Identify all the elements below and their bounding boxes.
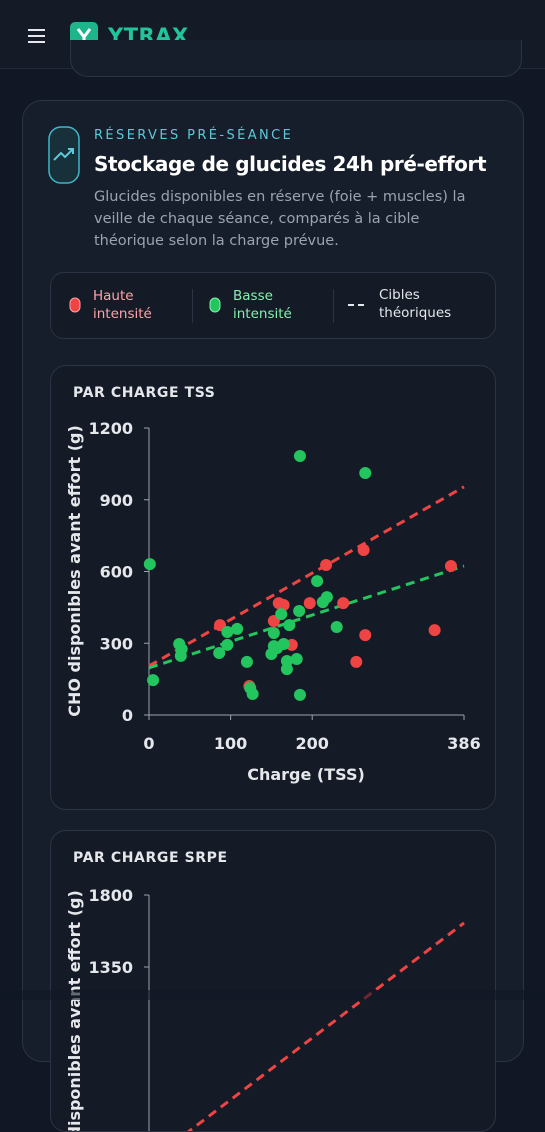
point bbox=[143, 558, 156, 571]
legend: Haute intensité Basse intensité Cibles t… bbox=[50, 272, 496, 339]
point bbox=[357, 543, 370, 556]
x-tick-label: 200 bbox=[296, 734, 329, 753]
target-line bbox=[148, 564, 465, 670]
point bbox=[330, 620, 343, 633]
point bbox=[350, 655, 363, 668]
point bbox=[337, 597, 350, 610]
point bbox=[267, 626, 280, 639]
previous-card bbox=[70, 40, 522, 77]
chart: PAR CHARGE TSS 0 300 600 900 1200 0 100 200 386 Ch… bbox=[50, 365, 496, 810]
card-description: Glucides disponibles en réserve (foie + … bbox=[94, 189, 466, 249]
point bbox=[293, 604, 306, 617]
point bbox=[283, 619, 296, 632]
card-icon bbox=[48, 126, 80, 184]
chart-title: PAR CHARGE SRPE bbox=[73, 850, 228, 866]
point bbox=[174, 649, 187, 662]
point bbox=[316, 596, 329, 609]
point bbox=[240, 655, 253, 668]
target-line bbox=[186, 921, 465, 1131]
point bbox=[147, 674, 160, 687]
y-tick-label: 1200 bbox=[88, 419, 133, 438]
page: YTRAX RÉSERVES PRÉ-SÉANCE Stockage de gl… bbox=[0, 22, 545, 1132]
x-tick-label: 386 bbox=[447, 734, 480, 753]
x-axis-label: Charge (TSS) bbox=[247, 765, 365, 784]
point bbox=[290, 653, 303, 666]
point bbox=[359, 466, 372, 479]
point bbox=[311, 575, 324, 588]
legend-swatch bbox=[69, 297, 81, 313]
y-tick-label: 900 bbox=[100, 491, 133, 510]
card-title: Stockage de glucides 24h pré-effort bbox=[94, 152, 487, 176]
point bbox=[213, 647, 226, 660]
point bbox=[303, 597, 316, 610]
y-axis-label: CHO disponibles avant effort (g) bbox=[65, 425, 84, 717]
point bbox=[293, 688, 306, 701]
point bbox=[267, 640, 280, 653]
point bbox=[231, 622, 244, 635]
point bbox=[244, 681, 257, 694]
point bbox=[293, 449, 306, 462]
menu-button[interactable] bbox=[28, 28, 48, 44]
y-tick-label: 0 bbox=[122, 706, 133, 725]
point bbox=[221, 638, 234, 651]
point bbox=[221, 626, 234, 639]
legend-item: Cibles théoriques bbox=[379, 287, 452, 321]
y-tick-label: 1350 bbox=[88, 958, 133, 977]
divider bbox=[192, 289, 193, 323]
point bbox=[428, 624, 441, 637]
y-tick-label: 300 bbox=[100, 634, 133, 653]
point bbox=[444, 559, 457, 572]
divider bbox=[333, 289, 334, 323]
point bbox=[275, 608, 288, 621]
y-tick-label: 600 bbox=[100, 563, 133, 582]
legend-item: Haute intensité bbox=[93, 288, 152, 322]
legend-item: Basse intensité bbox=[233, 288, 292, 322]
point bbox=[320, 559, 333, 572]
point bbox=[277, 637, 290, 650]
x-tick-label: 0 bbox=[143, 734, 154, 753]
eyebrow: RÉSERVES PRÉ-SÉANCE bbox=[94, 128, 294, 143]
legend-swatch bbox=[209, 297, 221, 313]
target-line bbox=[148, 485, 465, 668]
point bbox=[359, 629, 372, 642]
point bbox=[280, 663, 293, 676]
y-axis-label: CHO disponibles avant effort (g) bbox=[65, 890, 84, 1132]
y-tick-label: 1800 bbox=[88, 886, 133, 905]
legend-swatch bbox=[348, 304, 364, 306]
x-tick-label: 100 bbox=[214, 734, 247, 753]
point bbox=[277, 598, 290, 611]
bottom-nav bbox=[0, 990, 545, 1000]
chart-title: PAR CHARGE TSS bbox=[73, 385, 216, 401]
